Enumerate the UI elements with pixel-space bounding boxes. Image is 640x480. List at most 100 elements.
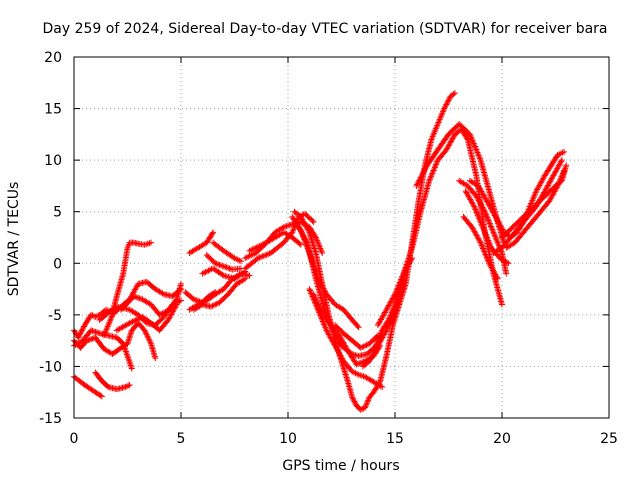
data-point [426, 176, 433, 183]
data-point [387, 318, 394, 325]
data-point [441, 104, 448, 111]
data-point [312, 295, 319, 302]
data-point [385, 321, 392, 328]
data-point [311, 292, 318, 299]
data-point [418, 173, 425, 180]
data-point [503, 270, 510, 277]
y-tick-label: 20 [44, 50, 62, 66]
data-point [316, 304, 323, 311]
data-point [279, 225, 286, 232]
data-point [147, 339, 154, 346]
data-track [503, 167, 568, 251]
data-point [415, 178, 422, 185]
y-tick-label: 10 [44, 153, 62, 169]
data-point [476, 238, 483, 245]
data-point [362, 342, 369, 349]
data-point [310, 291, 317, 298]
data-point [90, 328, 97, 335]
data-point [490, 229, 497, 236]
data-point [471, 205, 478, 212]
data-point [85, 337, 92, 344]
data-point [86, 336, 93, 343]
data-point [125, 382, 132, 389]
data-point [249, 246, 256, 253]
data-point [88, 327, 95, 334]
data-point [363, 342, 370, 349]
data-point [78, 327, 85, 334]
data-track [374, 255, 416, 329]
data-point [255, 243, 262, 250]
data-point [126, 381, 133, 388]
data-point [223, 264, 230, 271]
data-point [363, 401, 370, 408]
data-point [486, 220, 493, 227]
data-point [419, 171, 426, 178]
data-point [209, 230, 216, 237]
data-point [431, 165, 438, 172]
data-point [259, 253, 266, 260]
data-point [421, 167, 428, 174]
data-point [143, 330, 150, 337]
data-point [322, 309, 329, 316]
data-point [395, 283, 402, 290]
data-point [146, 337, 153, 344]
data-point [443, 101, 450, 108]
data-point [317, 307, 324, 314]
data-track [199, 265, 249, 282]
data-point [432, 161, 439, 168]
data-point [396, 280, 403, 287]
data-point [387, 317, 394, 324]
data-track [291, 90, 458, 413]
data-point [130, 318, 137, 325]
y-tick-label: 15 [44, 102, 62, 118]
data-point [354, 323, 361, 330]
data-point [309, 217, 316, 224]
data-point [102, 328, 109, 335]
data-point [427, 174, 434, 181]
data-point [475, 213, 482, 220]
data-point [492, 235, 499, 242]
x-tick-label: 25 [600, 431, 618, 447]
data-point [479, 244, 486, 251]
data-point [80, 324, 87, 331]
data-point [142, 328, 149, 335]
data-point [494, 239, 501, 246]
data-point [359, 406, 366, 413]
data-point [472, 206, 479, 213]
data-point [485, 238, 492, 245]
data-point [178, 297, 184, 304]
data-track [246, 229, 304, 254]
data-point [307, 287, 314, 294]
data-point [384, 325, 391, 332]
y-tick-label: -5 [48, 308, 62, 324]
data-point [132, 293, 139, 300]
data-point [474, 210, 481, 217]
data-point [414, 181, 421, 188]
data-point [313, 297, 320, 304]
data-point [484, 214, 491, 221]
data-point [479, 224, 486, 231]
data-point [416, 176, 423, 183]
y-tick-label: -10 [39, 359, 62, 375]
data-point [210, 302, 217, 309]
data-point [103, 326, 110, 333]
data-point [108, 314, 115, 321]
data-point [247, 247, 254, 254]
data-point [314, 301, 321, 308]
data-point [441, 105, 448, 112]
data-point [463, 135, 470, 142]
data-point [285, 222, 291, 229]
data-point [222, 263, 229, 270]
data-point [408, 256, 415, 263]
data-point [426, 177, 433, 184]
data-point [478, 242, 485, 249]
data-point [450, 91, 457, 98]
data-point [354, 360, 361, 367]
data-point [219, 271, 226, 278]
data-point [395, 282, 402, 289]
data-point [489, 226, 496, 233]
data-point [246, 247, 253, 254]
data-point [488, 224, 495, 231]
data-point [417, 174, 424, 181]
data-point [225, 264, 232, 271]
